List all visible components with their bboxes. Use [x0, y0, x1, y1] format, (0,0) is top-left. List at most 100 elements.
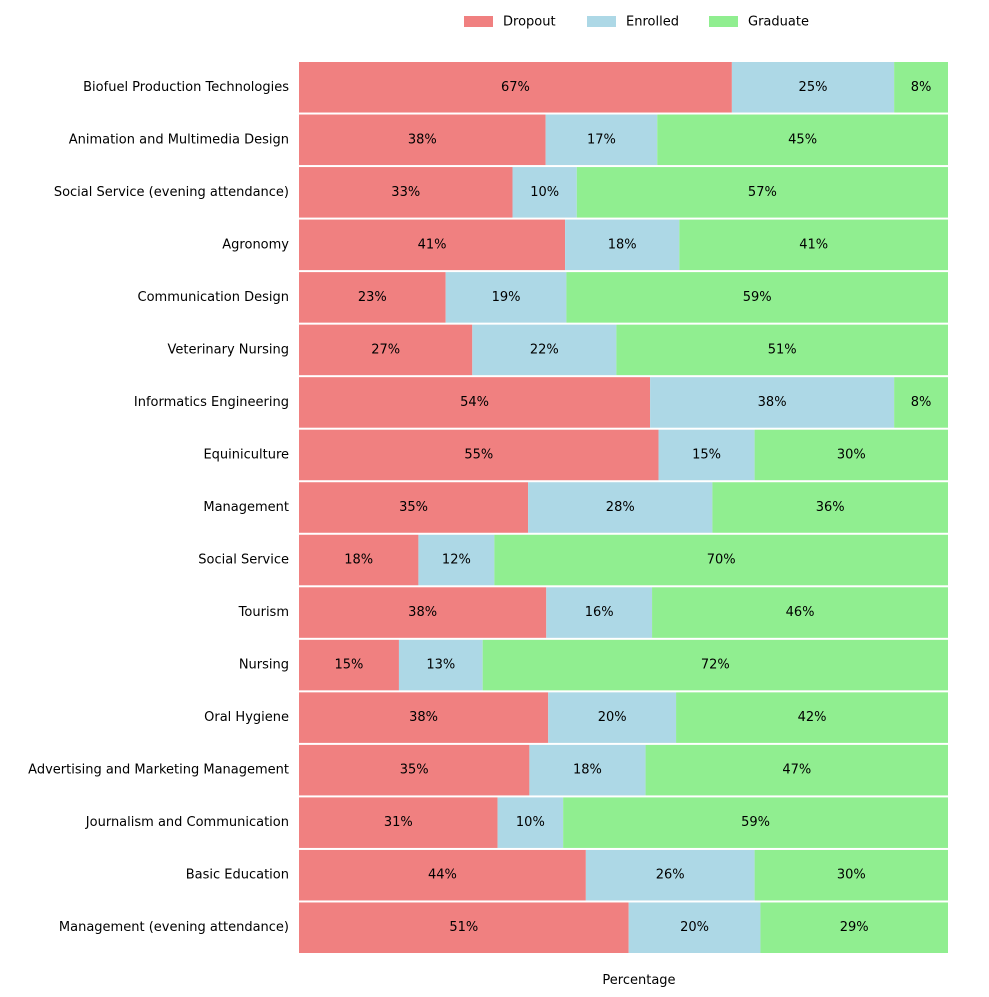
- category-label: Social Service (evening attendance): [54, 185, 289, 200]
- legend-swatch: [464, 16, 493, 27]
- bar-segment-dropout: [299, 62, 732, 113]
- data-label: 38%: [408, 605, 437, 620]
- data-label: 42%: [798, 710, 827, 725]
- bar-segment-dropout: [299, 167, 513, 218]
- data-label: 29%: [840, 920, 869, 935]
- data-label: 67%: [501, 80, 530, 95]
- category-label: Advertising and Marketing Management: [28, 763, 289, 778]
- data-label: 15%: [335, 658, 364, 673]
- legend-item-enrolled: Enrolled: [587, 15, 679, 30]
- bar-segment-enrolled: [585, 849, 755, 901]
- bar-segment-graduate: [657, 114, 948, 166]
- bar-segment-graduate: [616, 324, 948, 376]
- bar-segment-dropout: [299, 849, 586, 901]
- category-label: Veterinary Nursing: [168, 342, 290, 357]
- bar-segment-dropout: [299, 744, 530, 796]
- bar-segment-enrolled: [445, 272, 567, 323]
- data-label: 26%: [656, 868, 685, 883]
- data-label: 23%: [358, 290, 387, 305]
- category-label: Oral Hygiene: [204, 710, 289, 725]
- bar-segment-dropout: [299, 482, 529, 533]
- bar-segment-dropout: [299, 324, 473, 376]
- category-label: Management: [203, 500, 289, 515]
- data-label: 30%: [837, 447, 866, 462]
- category-label: Agronomy: [222, 237, 289, 252]
- bar-segment-graduate: [563, 797, 948, 848]
- data-label: 18%: [608, 237, 637, 252]
- bar-segment-graduate: [494, 534, 948, 586]
- data-label: 12%: [442, 553, 471, 568]
- bar-segment-enrolled: [731, 62, 895, 113]
- data-label: 30%: [837, 868, 866, 883]
- data-label: 57%: [748, 185, 777, 200]
- data-label: 59%: [743, 290, 772, 305]
- legend: Dropout Enrolled Graduate: [464, 15, 809, 30]
- category-label: Journalism and Communication: [85, 815, 289, 830]
- data-label: 41%: [799, 237, 828, 252]
- category-label: Communication Design: [138, 290, 289, 305]
- data-label: 46%: [786, 605, 815, 620]
- legend-swatch: [587, 16, 616, 27]
- bar-segment-graduate: [645, 744, 948, 796]
- data-label: 70%: [707, 553, 736, 568]
- bar-segment-dropout: [299, 114, 546, 166]
- category-label: Management (evening attendance): [59, 920, 289, 935]
- legend-swatch: [709, 16, 738, 27]
- legend-item-dropout: Dropout: [464, 15, 556, 30]
- bar-segment-dropout: [299, 429, 659, 481]
- category-label: Tourism: [238, 605, 289, 620]
- bar-segment-enrolled: [565, 219, 680, 271]
- bar-segment-dropout: [299, 219, 566, 271]
- data-label: 22%: [530, 342, 559, 357]
- bar-segment-graduate: [652, 587, 948, 638]
- category-label: Animation and Multimedia Design: [69, 132, 289, 147]
- legend-label: Graduate: [748, 15, 809, 30]
- bar-segment-enrolled: [546, 587, 653, 638]
- bar-segment-enrolled: [628, 902, 761, 953]
- data-label: 8%: [911, 395, 932, 410]
- bar-segment-graduate: [712, 482, 948, 533]
- data-label: 8%: [911, 80, 932, 95]
- data-label: 25%: [799, 80, 828, 95]
- data-label: 51%: [449, 920, 478, 935]
- data-label: 38%: [409, 710, 438, 725]
- bar-segment-enrolled: [472, 324, 617, 376]
- bar-segment-graduate: [679, 219, 948, 271]
- bar-segment-dropout: [299, 534, 419, 586]
- bar-segment-enrolled: [528, 482, 713, 533]
- data-label: 20%: [680, 920, 709, 935]
- data-label: 35%: [399, 500, 428, 515]
- bar-segment-graduate: [676, 692, 948, 743]
- bar-segment-dropout: [299, 272, 446, 323]
- data-label: 17%: [587, 132, 616, 147]
- bar-segment-enrolled: [545, 114, 658, 166]
- data-label: 28%: [606, 500, 635, 515]
- data-label: 33%: [391, 185, 420, 200]
- bar-segment-graduate: [760, 902, 948, 953]
- bar-segment-graduate: [754, 429, 948, 481]
- bar-segment-dropout: [299, 639, 399, 691]
- data-label: 10%: [530, 185, 559, 200]
- category-label: Basic Education: [186, 868, 289, 883]
- bar-segment-graduate: [482, 639, 948, 691]
- data-label: 41%: [418, 237, 447, 252]
- legend-label: Dropout: [503, 15, 556, 30]
- data-label: 36%: [816, 500, 845, 515]
- data-label: 72%: [701, 658, 730, 673]
- category-label: Informatics Engineering: [134, 395, 289, 410]
- bar-segment-dropout: [299, 377, 651, 428]
- bar-segment-dropout: [299, 902, 629, 953]
- bar-segment-dropout: [299, 587, 547, 638]
- bar-segment-graduate: [566, 272, 948, 323]
- data-label: 54%: [460, 395, 489, 410]
- data-label: 20%: [598, 710, 627, 725]
- bar-segment-graduate: [894, 62, 948, 113]
- data-label: 35%: [400, 763, 429, 778]
- data-label: 51%: [768, 342, 797, 357]
- bar-segment-dropout: [299, 692, 549, 743]
- data-label: 45%: [788, 132, 817, 147]
- category-label: Equiniculture: [203, 447, 289, 462]
- data-label: 15%: [692, 447, 721, 462]
- data-label: 59%: [741, 815, 770, 830]
